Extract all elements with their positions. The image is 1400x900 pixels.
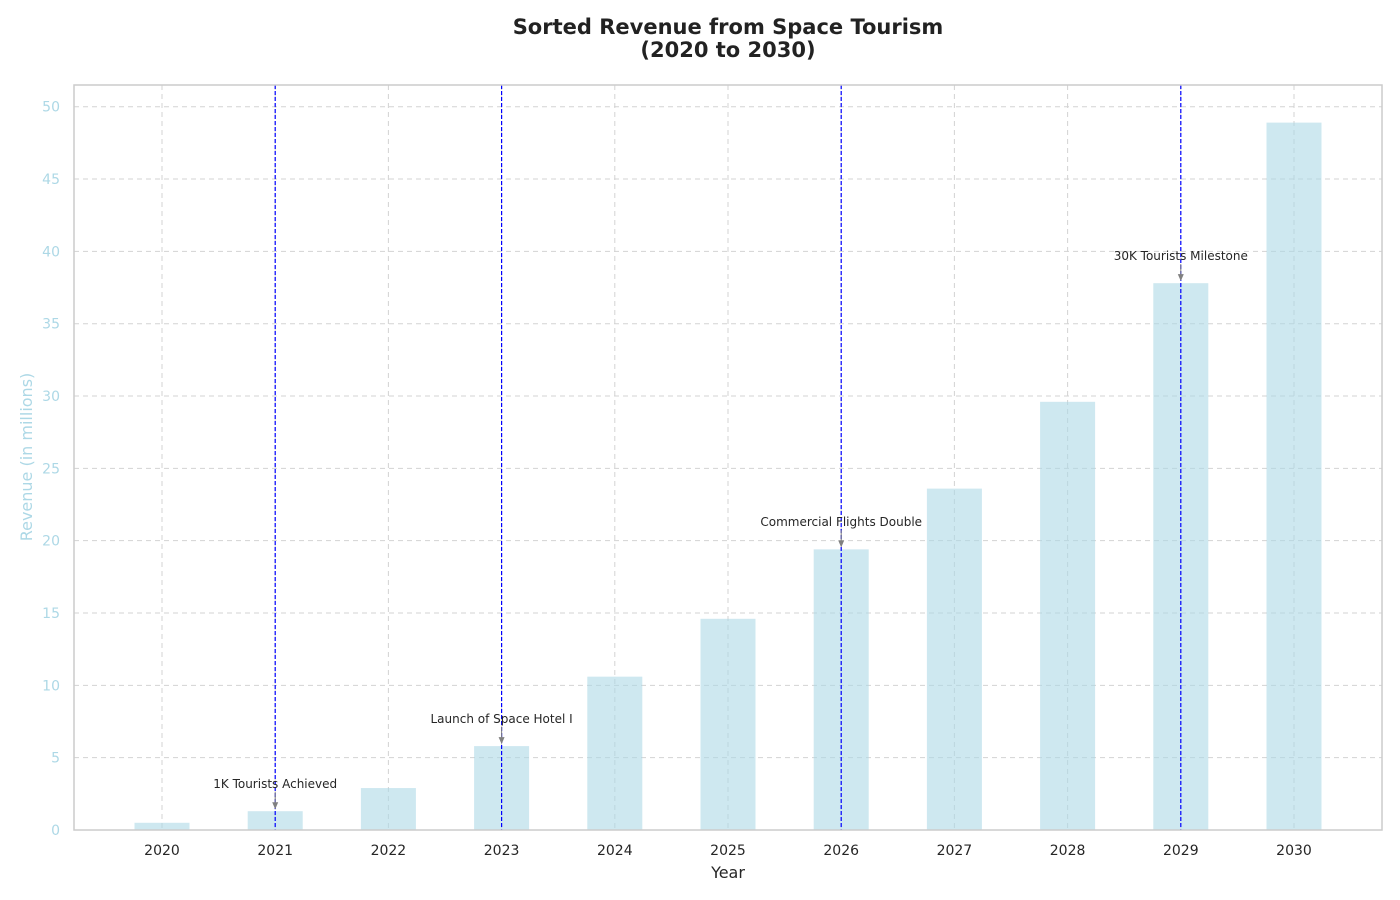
y-axis-label: Revenue (in millions)	[17, 373, 36, 542]
y-tick-label: 10	[42, 678, 60, 694]
bars	[134, 122, 1322, 831]
bar	[587, 676, 643, 830]
x-tick-label: 2025	[710, 843, 746, 859]
y-tick-label: 20	[42, 534, 60, 550]
annotation-label: Launch of Space Hotel I	[431, 712, 573, 726]
plot-frame	[73, 84, 1383, 831]
x-tick-label: 2030	[1276, 843, 1312, 859]
x-tick-label: 2026	[823, 843, 859, 859]
y-tick-label: 35	[42, 317, 60, 333]
y-tick-label: 15	[42, 606, 60, 622]
annotation-label: Commercial Flights Double	[760, 515, 922, 529]
x-tick-label: 2022	[371, 843, 407, 859]
x-tick-label: 2029	[1163, 843, 1199, 859]
y-tick-label: 45	[42, 172, 60, 188]
x-tick-label: 2024	[597, 843, 633, 859]
y-tick-label: 0	[51, 823, 60, 839]
x-tick-label: 2021	[257, 843, 293, 859]
annotation-label: 1K Tourists Achieved	[213, 777, 337, 791]
annotation-arrowhead	[1177, 274, 1184, 282]
y-tick-label: 50	[42, 100, 60, 116]
annotations: 1K Tourists Achieved Launch of Space Hote…	[213, 249, 1248, 810]
annotation-label: 30K Tourists Milestone	[1114, 249, 1248, 263]
x-tick-label: 2020	[144, 843, 180, 859]
bar	[926, 488, 982, 830]
x-tick-label: 2023	[484, 843, 520, 859]
milestone-lines	[274, 85, 1182, 830]
chart-title-line2: (2020 to 2030)	[640, 38, 815, 62]
bar	[1266, 122, 1322, 831]
annotation-arrowhead	[838, 540, 845, 548]
annotation-arrowhead	[272, 802, 279, 810]
bar	[700, 618, 756, 830]
x-axis-label: Year	[710, 863, 745, 882]
bar	[1040, 401, 1096, 830]
bar	[360, 788, 416, 830]
x-tick-label: 2028	[1050, 843, 1086, 859]
y-tick-label: 30	[42, 389, 60, 405]
annotation-arrowhead	[498, 737, 505, 745]
y-tick-label: 40	[42, 244, 60, 260]
x-tick-label: 2027	[937, 843, 973, 859]
y-tick-label: 25	[42, 461, 60, 477]
y-tick-label: 5	[51, 751, 60, 767]
bar	[134, 822, 190, 830]
chart-title-line1: Sorted Revenue from Space Tourism	[513, 15, 944, 39]
